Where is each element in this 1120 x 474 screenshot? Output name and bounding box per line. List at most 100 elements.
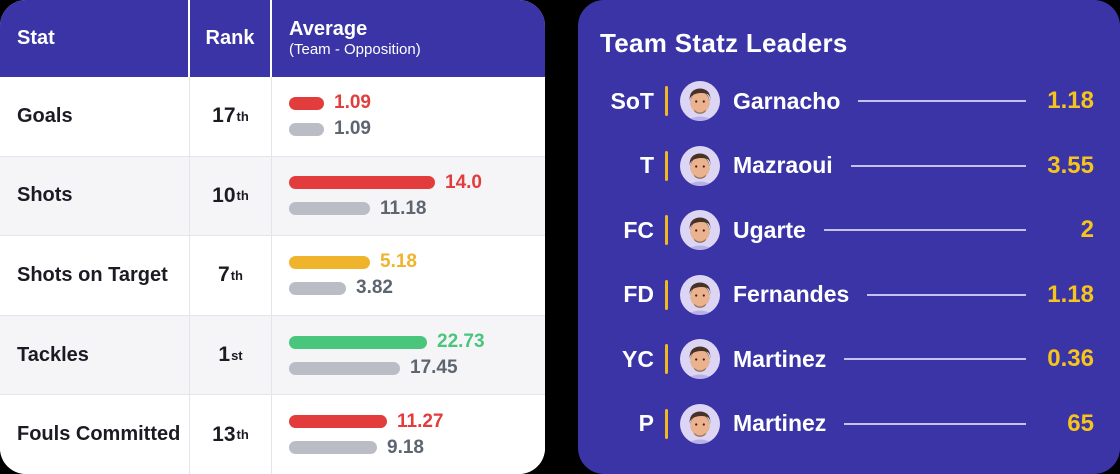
stats-table-header: Stat Rank Average (Team - Opposition)	[0, 0, 545, 77]
opposition-bar	[289, 202, 370, 216]
player-face-icon	[686, 88, 714, 122]
opposition-value: 3.82	[356, 277, 393, 299]
gold-divider	[665, 215, 668, 246]
leader-value: 1.18	[1047, 280, 1094, 308]
team-bar-line: 1.09	[289, 92, 371, 114]
stat-bars: 11.27 9.18	[272, 395, 545, 474]
stat-name: Tackles	[0, 315, 190, 395]
rank-number: 7	[218, 263, 230, 287]
gold-divider	[665, 279, 668, 310]
player-name: Garnacho	[733, 87, 841, 114]
leader-value: 3.55	[1047, 151, 1094, 179]
opposition-bar	[289, 281, 346, 295]
leaders-panel-title: Team Statz Leaders	[600, 28, 848, 58]
player-face-icon	[686, 153, 714, 186]
leader-row: FC Ugarte 2	[600, 209, 1094, 251]
player-name: Martinez	[733, 410, 827, 437]
gold-divider	[665, 344, 668, 375]
leader-connector-line	[858, 100, 1026, 103]
rank-number: 13	[212, 422, 236, 446]
column-header-average: Average (Team - Opposition)	[272, 0, 545, 77]
opposition-bar-line: 11.18	[289, 197, 427, 219]
leader-stat-abbr: T	[639, 152, 654, 179]
stat-bars: 14.0 11.18	[272, 157, 545, 236]
leader-row: SoT Garnacho 1.18	[600, 80, 1094, 122]
opposition-bar	[289, 122, 324, 136]
player-face-icon	[686, 346, 714, 380]
player-name: Mazraoui	[733, 152, 833, 179]
column-header-rank: Rank	[190, 0, 272, 77]
stat-name: Shots on Target	[0, 236, 190, 315]
leader-row: YC Martinez 0.36	[600, 338, 1094, 380]
column-header-stat: Stat	[0, 0, 190, 77]
rank-ordinal-suffix: st	[231, 347, 243, 363]
team-bar	[289, 255, 370, 269]
stat-name: Shots	[0, 156, 190, 236]
opposition-value: 9.18	[387, 436, 424, 458]
stat-bars: 22.73 17.45	[272, 316, 545, 395]
opposition-value: 11.18	[380, 197, 427, 219]
opposition-bar-line: 9.18	[289, 436, 424, 458]
leader-connector-line	[844, 358, 1026, 361]
stat-name: Fouls Committed	[0, 395, 190, 474]
team-value: 14.0	[445, 171, 482, 193]
leader-stat-abbr: FC	[623, 216, 654, 243]
player-face-icon	[686, 411, 714, 444]
opposition-bar-line: 1.09	[289, 118, 371, 140]
player-avatar	[680, 339, 720, 380]
opposition-bar-line: 3.82	[289, 277, 393, 299]
team-bar-line: 14.0	[289, 171, 482, 193]
leader-value: 65	[1067, 409, 1094, 437]
team-value: 1.09	[334, 92, 371, 114]
leader-value: 0.36	[1047, 345, 1094, 373]
leader-value: 1.18	[1047, 87, 1094, 115]
leader-row: T Mazraoui 3.55	[600, 145, 1094, 187]
opposition-bar	[289, 361, 400, 375]
rank-ordinal-suffix: th	[236, 427, 249, 443]
player-avatar	[680, 210, 720, 251]
stat-bars: 1.09 1.09	[272, 77, 545, 156]
stat-name: Goals	[0, 77, 190, 156]
team-bar	[289, 176, 435, 190]
opposition-bar	[289, 441, 377, 455]
player-name: Ugarte	[733, 216, 806, 243]
opposition-value: 17.45	[410, 357, 458, 379]
leader-connector-line	[867, 293, 1026, 296]
leader-connector-line	[850, 164, 1026, 167]
rank-ordinal-suffix: th	[236, 108, 249, 124]
rank-ordinal-suffix: th	[236, 188, 249, 204]
leader-stat-abbr: FD	[623, 281, 654, 308]
team-value: 22.73	[437, 331, 485, 353]
team-statz-leaders-card: Team Statz Leaders SoT Garnacho 1.18 T	[578, 0, 1120, 474]
gold-divider	[665, 86, 668, 117]
opposition-bar-line: 17.45	[289, 357, 458, 379]
leader-connector-line	[823, 229, 1026, 232]
gold-divider	[665, 150, 668, 181]
player-avatar	[680, 81, 720, 122]
leader-stat-abbr: P	[638, 410, 654, 437]
team-stats-table-card: Stat Rank Average (Team - Opposition) Go…	[0, 0, 545, 474]
player-avatar	[680, 403, 720, 444]
leader-stat-abbr: SoT	[610, 87, 654, 114]
team-value: 5.18	[380, 251, 417, 273]
player-face-icon	[686, 282, 714, 315]
team-bar	[289, 96, 324, 110]
player-avatar	[680, 145, 720, 186]
rank-number: 10	[212, 183, 236, 207]
team-bar-line: 11.27	[289, 411, 444, 432]
rank-number: 1	[218, 343, 231, 367]
leader-value: 2	[1080, 216, 1094, 244]
rank-number: 17	[212, 104, 236, 128]
rank-ordinal-suffix: th	[230, 267, 243, 283]
team-bar	[289, 335, 427, 349]
opposition-value: 1.09	[334, 118, 371, 140]
